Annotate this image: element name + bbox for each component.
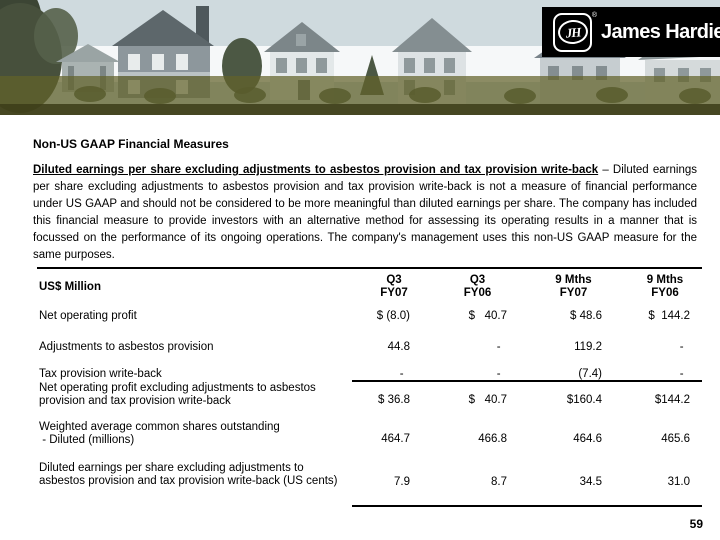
column-header-q3-fy06: Q3 FY06 [422, 269, 519, 305]
column-header-line1: 9 Mths [555, 274, 592, 286]
jh-monogram-letters: JH [564, 23, 581, 41]
cell-value: (7.4) [578, 368, 602, 380]
intro-lead: Diluted earnings per share excluding adj… [33, 164, 599, 176]
cell-value: 44.8 [387, 341, 410, 353]
cell-value: $ 40.7 [468, 310, 507, 322]
intro-body: Diluted earnings per share excluding adj… [33, 164, 697, 261]
column-header-9mths-fy06: 9 Mths FY06 [614, 269, 702, 305]
registered-mark: ® [591, 11, 597, 19]
cell-value: 464.7 [381, 433, 410, 445]
cell-value: $ 36.8 [352, 380, 422, 419]
row-label: Tax provision write-back [39, 368, 162, 380]
column-header-line1: 9 Mths [646, 274, 684, 286]
cell-value: $ 40.7 [422, 380, 519, 419]
cell-value: $160.4 [519, 380, 614, 419]
financial-table: US$ Million Q3 FY07 Q3 FY06 9 Mths FY07 … [37, 267, 702, 507]
cell-value: $144.2 [614, 380, 702, 419]
jh-monogram-ellipse: JH [556, 18, 589, 46]
cell-value: - [496, 368, 507, 380]
row-label: Weighted average common shares outstandi… [39, 421, 280, 446]
column-header-q3-fy07: Q3 FY07 [352, 269, 422, 305]
brand-name: James Hardie [601, 20, 720, 43]
cell-value: - [679, 368, 690, 380]
intro-paragraph: Diluted earnings per share excluding adj… [33, 162, 697, 264]
table-unit-label: US$ Million [39, 280, 101, 293]
cell-value: - [496, 341, 507, 353]
cell-value: 465.6 [661, 433, 690, 445]
jh-monogram-icon: JH ® [553, 12, 597, 52]
cell-value: 8.7 [422, 460, 519, 507]
column-header-line2: FY06 [651, 287, 679, 299]
cell-value: - [679, 341, 690, 353]
column-header-line2: FY06 [463, 287, 492, 299]
cell-value: 119.2 [574, 341, 602, 353]
column-header-line1: Q3 [469, 274, 486, 286]
houses-photo-banner: JH ® James Hardie [0, 0, 720, 115]
column-header-line2: FY07 [380, 287, 408, 299]
cell-value: $ 48.6 [570, 310, 602, 322]
page-number: 59 [689, 517, 703, 531]
james-hardie-logo: JH ® James Hardie [542, 7, 720, 57]
intro-separator: – [598, 164, 613, 176]
row-label: Diluted earnings per share excluding adj… [39, 462, 338, 487]
column-header-9mths-fy07: 9 Mths FY07 [519, 269, 614, 305]
column-header-line1: Q3 [386, 274, 402, 286]
cell-value: 464.6 [573, 433, 602, 445]
cell-value: $ 144.2 [648, 310, 690, 322]
row-label: Adjustments to asbestos provision [39, 341, 214, 353]
column-header-line2: FY07 [559, 287, 588, 299]
row-label: Net operating profit [39, 310, 137, 322]
cell-value: $ (8.0) [376, 310, 410, 322]
row-label: Net operating profit excluding adjustmen… [39, 382, 320, 407]
cell-value: - [399, 368, 410, 380]
cell-value: 34.5 [519, 460, 614, 507]
slide-title: Non-US GAAP Financial Measures [33, 137, 229, 151]
cell-value: 7.9 [352, 460, 422, 507]
cell-value: 466.8 [478, 433, 507, 445]
cell-value: 31.0 [614, 460, 702, 507]
